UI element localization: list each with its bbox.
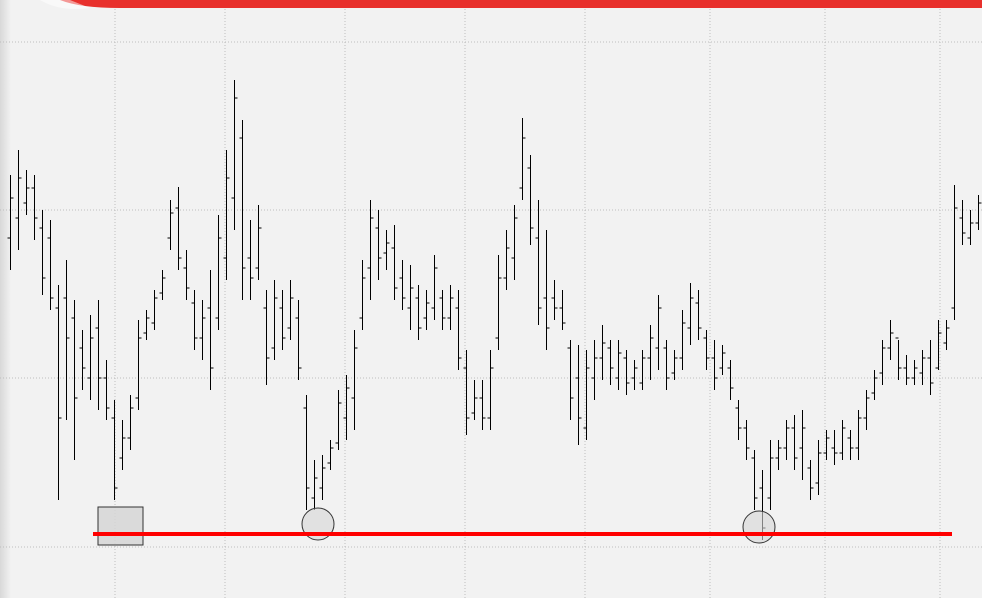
bars xyxy=(7,80,982,540)
header-band xyxy=(0,0,982,8)
low-marker-square xyxy=(97,506,144,546)
low-marker-circle xyxy=(742,510,776,544)
left-edge xyxy=(0,0,11,598)
annotations xyxy=(93,506,952,546)
header-highlight xyxy=(40,0,90,9)
